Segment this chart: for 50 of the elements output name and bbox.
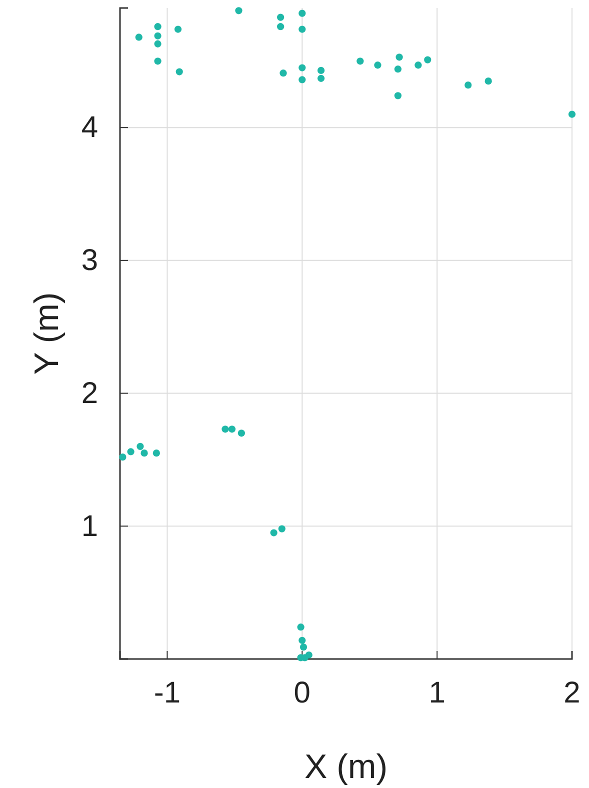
- point: [484, 78, 492, 85]
- point: [374, 62, 382, 69]
- y-tick-label: 3: [81, 244, 98, 278]
- x-tick-label: 0: [294, 676, 310, 710]
- point: [136, 442, 144, 450]
- point: [276, 23, 284, 30]
- point: [238, 430, 245, 437]
- point: [278, 525, 286, 532]
- point: [276, 14, 284, 21]
- point: [464, 81, 472, 89]
- point: [297, 624, 304, 631]
- point: [154, 23, 162, 30]
- point: [356, 58, 364, 65]
- point: [174, 26, 182, 33]
- point: [414, 62, 422, 69]
- point: [317, 66, 325, 74]
- x-tick-label: -1: [154, 676, 181, 710]
- point: [396, 54, 403, 61]
- point: [140, 450, 148, 457]
- point: [394, 66, 402, 73]
- y-tick-label: 1: [81, 510, 98, 543]
- point: [568, 110, 576, 118]
- x-axis-title: X (m): [304, 748, 388, 786]
- y-tick-label: 4: [81, 111, 98, 144]
- x-tick-label: 1: [428, 676, 446, 710]
- point: [176, 68, 183, 76]
- point: [298, 636, 306, 644]
- point: [298, 64, 306, 72]
- x-tick-label: 2: [564, 676, 580, 710]
- point: [298, 10, 306, 17]
- point: [127, 448, 134, 456]
- point: [300, 643, 308, 651]
- point: [228, 426, 236, 433]
- point: [298, 76, 306, 84]
- point: [280, 70, 287, 77]
- point: [154, 32, 162, 40]
- point: [235, 7, 242, 14]
- point: [394, 92, 402, 100]
- point: [424, 56, 432, 64]
- y-axis-title: Y (m): [28, 292, 66, 375]
- point: [317, 74, 325, 82]
- point: [298, 26, 306, 33]
- point: [119, 453, 126, 461]
- point: [154, 40, 162, 48]
- point: [154, 58, 162, 65]
- point: [222, 426, 229, 433]
- point: [135, 34, 142, 41]
- point: [152, 450, 160, 457]
- y-tick-label: 2: [81, 376, 98, 410]
- point: [270, 529, 278, 536]
